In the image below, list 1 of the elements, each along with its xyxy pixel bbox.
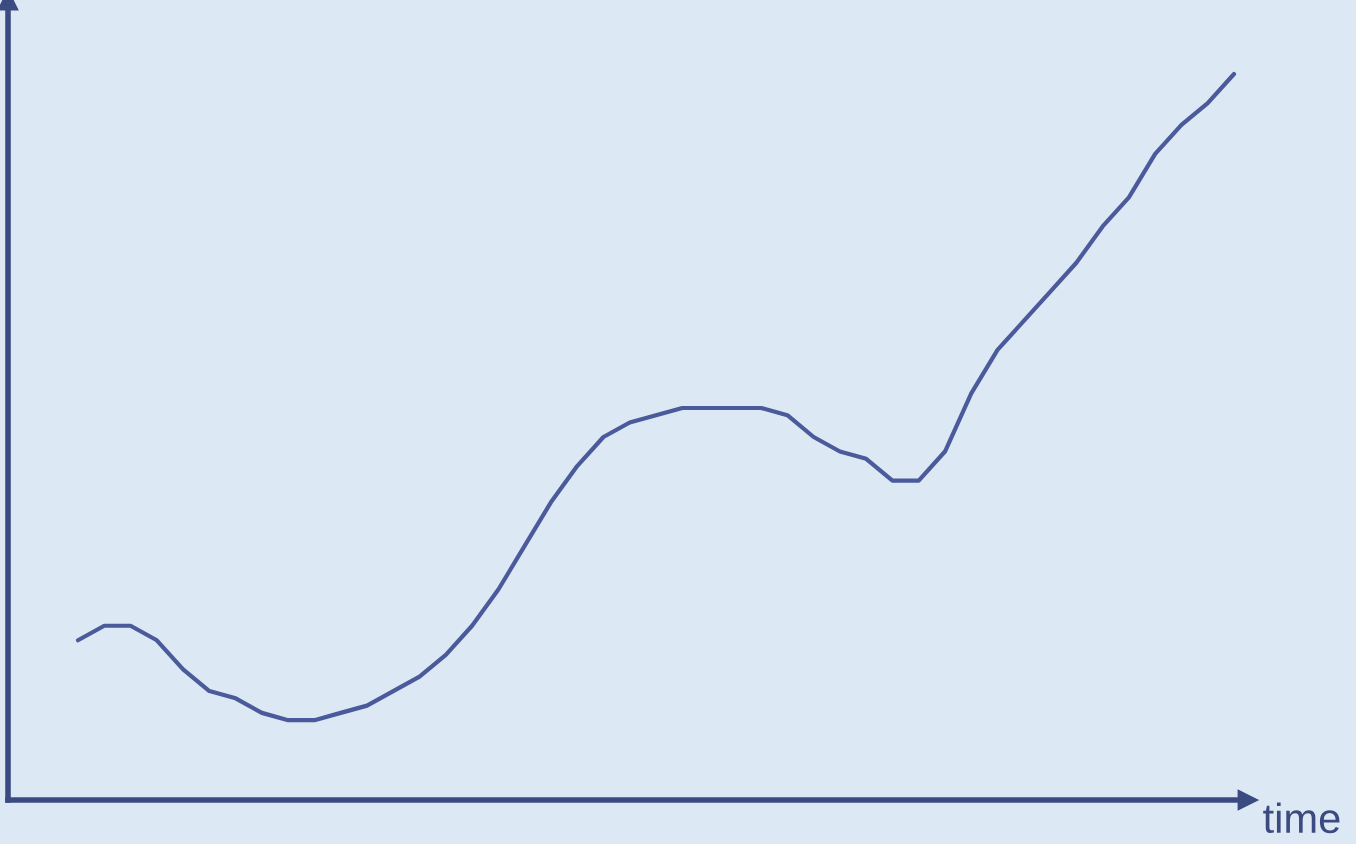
- x-axis-title: time: [1263, 802, 1340, 834]
